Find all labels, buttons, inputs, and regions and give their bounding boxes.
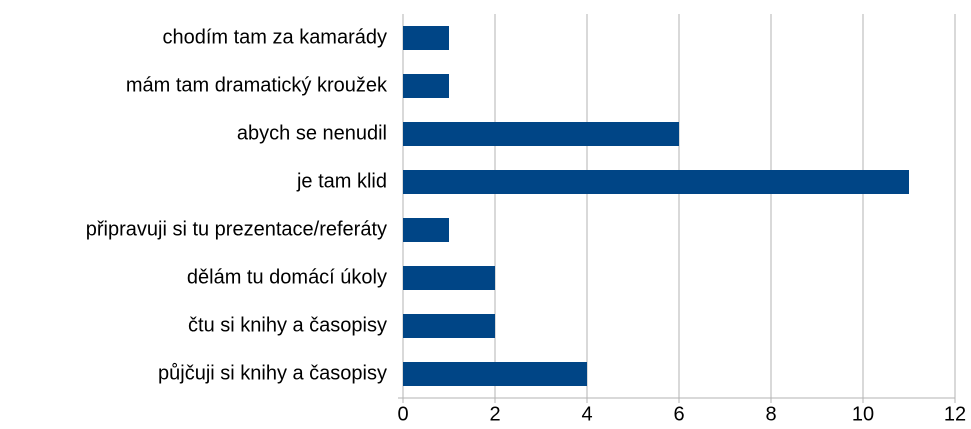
bar bbox=[403, 170, 909, 194]
y-tick-label: čtu si knihy a časopisy bbox=[188, 314, 387, 336]
x-tick-label: 10 bbox=[852, 403, 874, 425]
x-tick-label: 6 bbox=[673, 403, 684, 425]
bar bbox=[403, 74, 449, 98]
y-tick-label: připravuji si tu prezentace/referáty bbox=[86, 218, 387, 240]
y-tick-label: mám tam dramatický kroužek bbox=[126, 74, 388, 96]
y-tick-label: chodím tam za kamarády bbox=[162, 26, 387, 48]
bar bbox=[403, 266, 495, 290]
y-tick-label: půjčuji si knihy a časopisy bbox=[158, 362, 387, 384]
x-tick-label: 8 bbox=[765, 403, 776, 425]
y-tick-label: je tam klid bbox=[296, 170, 387, 192]
x-tick-label: 0 bbox=[397, 403, 408, 425]
x-tick-label: 12 bbox=[944, 403, 966, 425]
bar bbox=[403, 314, 495, 338]
bar bbox=[403, 218, 449, 242]
bar bbox=[403, 26, 449, 50]
y-tick-label: dělám tu domácí úkoly bbox=[187, 266, 387, 288]
x-tick-label: 2 bbox=[489, 403, 500, 425]
bar bbox=[403, 122, 679, 146]
bar bbox=[403, 362, 587, 386]
y-tick-label: abych se nenudil bbox=[237, 122, 387, 144]
x-tick-label: 4 bbox=[581, 403, 592, 425]
